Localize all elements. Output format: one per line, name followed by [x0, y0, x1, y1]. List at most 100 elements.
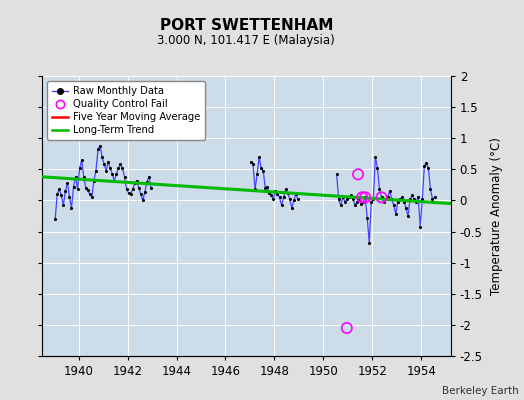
Point	[63, 180, 72, 186]
Point	[402, 205, 410, 211]
Point	[104, 159, 112, 165]
Point	[354, 171, 362, 178]
Point	[361, 194, 369, 200]
Point	[143, 178, 151, 185]
Point	[279, 194, 288, 200]
Point	[341, 198, 349, 205]
Point	[53, 191, 61, 198]
Point	[424, 165, 433, 171]
Point	[123, 186, 131, 192]
Point	[274, 191, 282, 198]
Point	[345, 194, 353, 200]
Point	[353, 198, 361, 205]
Text: 3.000 N, 101.417 E (Malaysia): 3.000 N, 101.417 E (Malaysia)	[157, 34, 335, 47]
Point	[355, 196, 363, 202]
Point	[257, 165, 265, 171]
Point	[55, 186, 63, 192]
Point	[57, 192, 66, 199]
Point	[286, 196, 294, 202]
Point	[114, 165, 123, 171]
Point	[141, 188, 149, 195]
Point	[130, 180, 139, 186]
Point	[367, 198, 376, 205]
Point	[349, 196, 357, 202]
Point	[363, 215, 372, 221]
Point	[414, 194, 422, 200]
Point	[391, 211, 400, 217]
Point	[80, 174, 88, 180]
Text: Berkeley Earth: Berkeley Earth	[442, 386, 519, 396]
Point	[271, 188, 280, 194]
Point	[137, 191, 145, 198]
Point	[369, 196, 378, 202]
Point	[69, 184, 78, 190]
Point	[408, 192, 416, 199]
Point	[430, 194, 439, 200]
Y-axis label: Temperature Anomaly (°C): Temperature Anomaly (°C)	[489, 137, 503, 295]
Point	[359, 198, 367, 205]
Point	[406, 196, 414, 202]
Point	[418, 196, 427, 202]
Point	[121, 174, 129, 180]
Point	[133, 177, 141, 184]
Point	[147, 185, 155, 191]
Point	[78, 157, 86, 163]
Point	[145, 174, 153, 180]
Point	[66, 194, 74, 200]
Point	[128, 186, 137, 192]
Point	[343, 325, 351, 331]
Point	[357, 200, 365, 207]
Point	[139, 197, 147, 204]
Point	[358, 194, 366, 200]
Point	[381, 196, 390, 202]
Point	[292, 191, 300, 198]
Point	[377, 194, 386, 200]
Point	[389, 202, 398, 209]
Point	[283, 190, 292, 196]
Point	[275, 194, 283, 200]
Point	[428, 196, 436, 202]
Legend: Raw Monthly Data, Quality Control Fail, Five Year Moving Average, Long-Term Tren: Raw Monthly Data, Quality Control Fail, …	[47, 81, 205, 140]
Point	[249, 161, 257, 168]
Point	[351, 202, 359, 209]
Point	[59, 202, 68, 209]
Point	[88, 194, 96, 200]
Point	[124, 190, 133, 196]
Point	[263, 184, 271, 190]
Text: PORT SWETTENHAM: PORT SWETTENHAM	[160, 18, 333, 33]
Point	[334, 196, 343, 202]
Point	[388, 196, 396, 202]
Point	[61, 188, 70, 194]
Point	[394, 198, 402, 205]
Point	[347, 192, 355, 199]
Point	[106, 165, 114, 171]
Point	[84, 187, 92, 194]
Point	[82, 185, 90, 191]
Point	[51, 216, 59, 222]
Point	[73, 186, 82, 192]
Point	[102, 167, 111, 174]
Point	[261, 185, 269, 191]
Point	[410, 196, 418, 202]
Point	[386, 188, 394, 194]
Point	[373, 165, 381, 171]
Point	[110, 177, 118, 184]
Point	[265, 190, 274, 196]
Point	[267, 192, 276, 199]
Point	[398, 194, 406, 200]
Point	[247, 159, 255, 165]
Point	[379, 198, 388, 205]
Point	[85, 191, 94, 198]
Point	[371, 154, 379, 160]
Point	[253, 171, 261, 178]
Point	[384, 194, 392, 200]
Point	[94, 146, 102, 153]
Point	[126, 191, 135, 198]
Point	[361, 194, 369, 200]
Point	[422, 160, 431, 166]
Point	[339, 194, 347, 200]
Point	[251, 186, 259, 192]
Point	[71, 174, 80, 180]
Point	[293, 196, 302, 202]
Point	[92, 167, 100, 174]
